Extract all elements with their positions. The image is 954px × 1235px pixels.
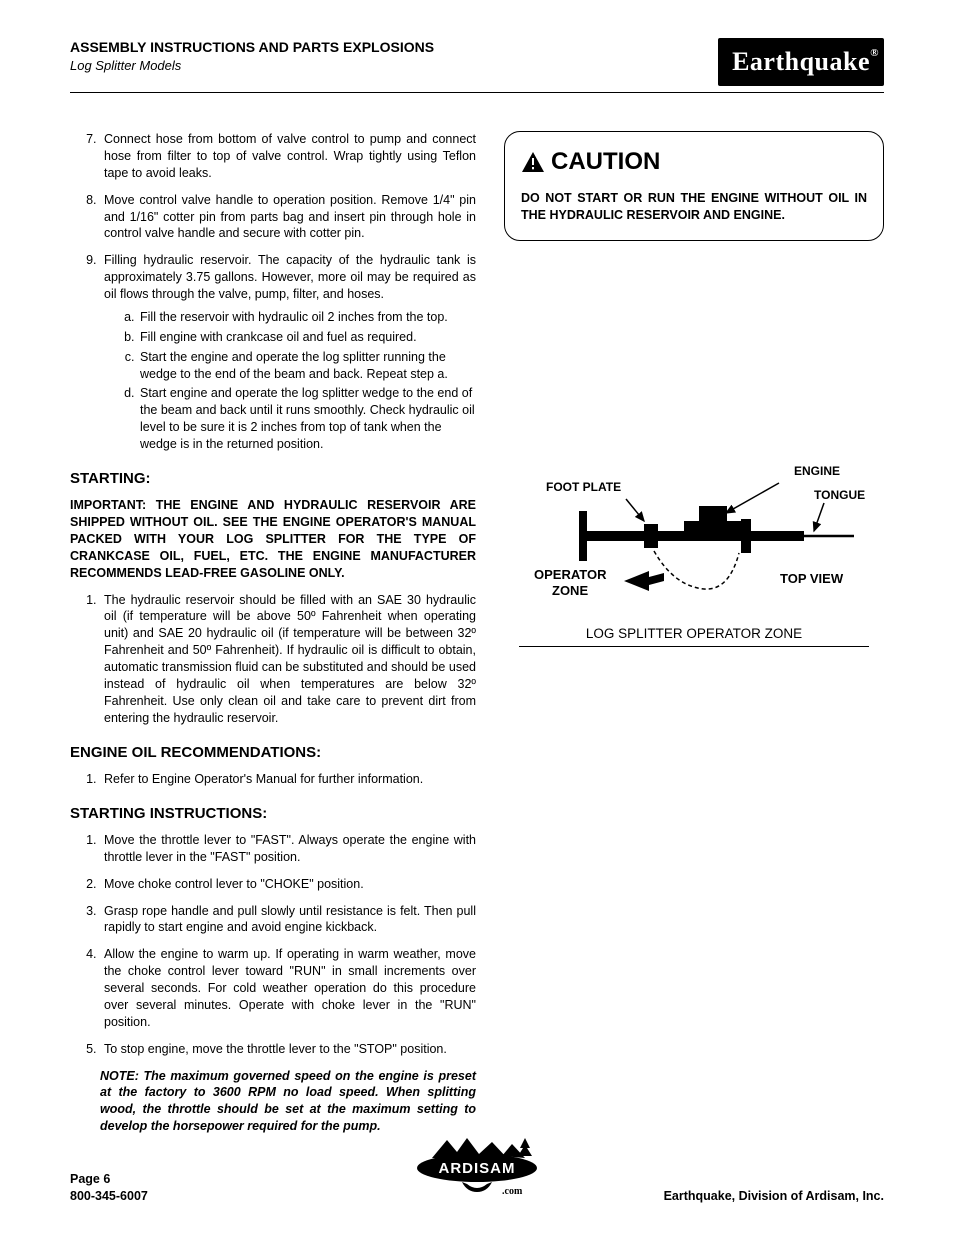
svg-text:ARDISAM: ARDISAM bbox=[439, 1160, 516, 1177]
engine-oil-list: Refer to Engine Operator's Manual for fu… bbox=[70, 771, 476, 788]
engine-oil-item-1: Refer to Engine Operator's Manual for fu… bbox=[100, 771, 476, 788]
start-instr-note: NOTE: The maximum governed speed on the … bbox=[70, 1068, 476, 1136]
starting-important: IMPORTANT: THE ENGINE AND HYDRAULIC RESE… bbox=[70, 497, 476, 581]
footer-left: Page 6 800-345-6007 bbox=[70, 1171, 148, 1205]
step-9: Filling hydraulic reservoir. The capacit… bbox=[100, 252, 476, 453]
step-9d: Start engine and operate the log splitte… bbox=[138, 385, 476, 453]
content-columns: Connect hose from bottom of valve contro… bbox=[70, 131, 884, 1135]
diagram-svg: FOOT PLATE ENGINE TONGUE OPERATOR ZONE T… bbox=[504, 461, 884, 621]
start-instr-list: Move the throttle lever to "FAST". Alway… bbox=[70, 832, 476, 1058]
page-footer: Page 6 800-345-6007 ARDISAM .com Earthqu… bbox=[70, 1171, 884, 1205]
operator-zone-diagram: FOOT PLATE ENGINE TONGUE OPERATOR ZONE T… bbox=[504, 461, 884, 647]
caution-box: CAUTION DO NOT START OR RUN THE ENGINE W… bbox=[504, 131, 884, 241]
logo-dotcom: .com bbox=[502, 1186, 523, 1197]
step-7: Connect hose from bottom of valve contro… bbox=[100, 131, 476, 182]
assembly-steps-continued: Connect hose from bottom of valve contro… bbox=[70, 131, 476, 453]
start-instr-1: Move the throttle lever to "FAST". Alway… bbox=[100, 832, 476, 866]
caution-heading: CAUTION bbox=[521, 146, 867, 178]
caution-body: DO NOT START OR RUN THE ENGINE WITHOUT O… bbox=[521, 190, 867, 224]
starting-heading: STARTING: bbox=[70, 469, 476, 489]
footer-right: Earthquake, Division of Ardisam, Inc. bbox=[664, 1188, 884, 1205]
start-instr-3: Grasp rope handle and pull slowly until … bbox=[100, 903, 476, 937]
label-tongue: TONGUE bbox=[814, 488, 865, 502]
doc-title: ASSEMBLY INSTRUCTIONS AND PARTS EXPLOSIO… bbox=[70, 38, 434, 57]
label-zone: ZONE bbox=[552, 583, 588, 598]
start-instr-5: To stop engine, move the throttle lever … bbox=[100, 1041, 476, 1058]
page-header: ASSEMBLY INSTRUCTIONS AND PARTS EXPLOSIO… bbox=[70, 38, 884, 93]
footer-logo: ARDISAM .com bbox=[407, 1130, 547, 1205]
start-instr-heading: STARTING INSTRUCTIONS: bbox=[70, 804, 476, 824]
footer-phone: 800-345-6007 bbox=[70, 1188, 148, 1205]
engine-oil-heading: ENGINE OIL RECOMMENDATIONS: bbox=[70, 743, 476, 763]
ardisam-logo-icon: ARDISAM .com bbox=[407, 1130, 547, 1200]
label-operator: OPERATOR bbox=[534, 567, 607, 582]
header-left: ASSEMBLY INSTRUCTIONS AND PARTS EXPLOSIO… bbox=[70, 38, 434, 74]
step-9-substeps: Fill the reservoir with hydraulic oil 2 … bbox=[104, 309, 476, 453]
step-9a: Fill the reservoir with hydraulic oil 2 … bbox=[138, 309, 476, 326]
label-top-view: TOP VIEW bbox=[780, 571, 844, 586]
starting-item-1: The hydraulic reservoir should be filled… bbox=[100, 592, 476, 727]
brand-logo: Earthquake bbox=[718, 38, 884, 86]
starting-list: The hydraulic reservoir should be filled… bbox=[70, 592, 476, 727]
doc-subtitle: Log Splitter Models bbox=[70, 57, 434, 75]
start-instr-4: Allow the engine to warm up. If operatin… bbox=[100, 946, 476, 1030]
right-column: CAUTION DO NOT START OR RUN THE ENGINE W… bbox=[504, 131, 884, 1135]
start-instr-2: Move choke control lever to "CHOKE" posi… bbox=[100, 876, 476, 893]
label-foot-plate: FOOT PLATE bbox=[546, 480, 621, 494]
step-9b: Fill engine with crankcase oil and fuel … bbox=[138, 329, 476, 346]
diagram-caption: LOG SPLITTER OPERATOR ZONE bbox=[519, 625, 869, 647]
step-8: Move control valve handle to operation p… bbox=[100, 192, 476, 243]
step-9-text: Filling hydraulic reservoir. The capacit… bbox=[104, 253, 476, 301]
warning-icon bbox=[521, 151, 545, 173]
caution-heading-text: CAUTION bbox=[551, 146, 660, 178]
step-9c: Start the engine and operate the log spl… bbox=[138, 349, 476, 383]
label-engine: ENGINE bbox=[794, 464, 840, 478]
footer-page: Page 6 bbox=[70, 1171, 148, 1188]
left-column: Connect hose from bottom of valve contro… bbox=[70, 131, 476, 1135]
